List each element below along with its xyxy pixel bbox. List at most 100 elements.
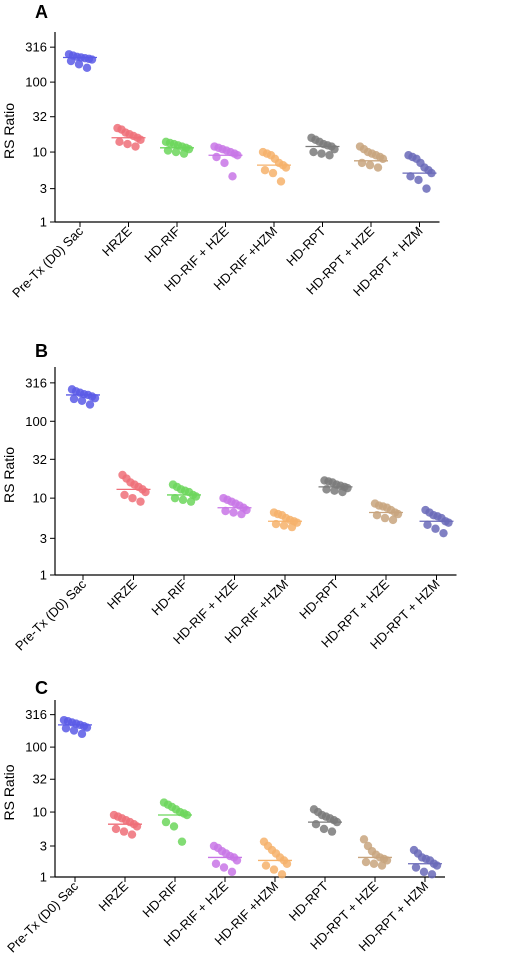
- y-tick-label: 100: [25, 740, 47, 755]
- data-point: [432, 861, 442, 870]
- y-tick-label: 32: [33, 772, 47, 787]
- x-tick-label: HD-RPT: [296, 576, 341, 621]
- data-point: [219, 863, 229, 872]
- data-point: [178, 495, 188, 505]
- data-point: [233, 151, 242, 160]
- data-point: [161, 817, 171, 827]
- data-point: [427, 870, 437, 879]
- data-point: [268, 168, 278, 178]
- data-point: [406, 172, 415, 181]
- y-axis-label: RS Ratio: [1, 447, 17, 503]
- panel-c: C 1 3 10 32 100 316 RS Ratio Pre-Tx (D0) Sac HRZE…: [1, 678, 445, 956]
- data-point: [444, 518, 453, 527]
- data-point: [414, 175, 423, 185]
- y-tick-label: 10: [33, 805, 47, 820]
- data-point: [269, 865, 279, 874]
- data-point: [77, 729, 87, 739]
- x-tick-label: HD-RIF: [139, 878, 181, 920]
- x-tick-label: HRZE: [99, 223, 135, 259]
- data-point: [317, 149, 326, 158]
- data-point: [212, 152, 221, 162]
- data-point: [393, 509, 403, 519]
- panel-letter: A: [35, 2, 48, 22]
- x-tick-label: HD-RIF: [148, 576, 190, 618]
- data-point: [322, 485, 331, 494]
- data-point: [325, 151, 334, 160]
- data-point: [309, 147, 318, 157]
- panel-letter: B: [35, 341, 48, 361]
- y-tick-label: 316: [25, 707, 47, 722]
- data-point: [141, 487, 150, 497]
- data-point: [382, 856, 392, 865]
- data-point: [319, 824, 329, 834]
- data-point: [330, 486, 339, 495]
- y-tick-label: 3: [40, 839, 47, 854]
- y-axis-label: RS Ratio: [1, 764, 17, 820]
- y-tick-label: 316: [25, 375, 47, 390]
- data-point: [237, 509, 246, 519]
- data-point: [119, 827, 129, 836]
- data-point: [221, 506, 230, 516]
- data-point: [211, 859, 221, 868]
- y-tick-label: 10: [33, 145, 47, 160]
- data-point: [232, 856, 242, 865]
- data-point: [271, 519, 281, 529]
- x-tick-label: HRZE: [104, 576, 140, 612]
- y-tick-label: 1: [40, 568, 47, 583]
- data-point: [82, 63, 92, 73]
- data-point: [365, 160, 375, 170]
- data-point: [228, 172, 237, 181]
- y-tick-label: 100: [25, 414, 47, 429]
- data-point: [177, 837, 187, 846]
- panel-b: B 1 3 10 32 100 316 RS Ratio Pre-Tx (D0) Sac HRZE…: [1, 341, 457, 654]
- data-point: [439, 528, 448, 538]
- data-point: [182, 810, 192, 820]
- data-point: [191, 492, 201, 501]
- data-point: [281, 163, 291, 172]
- data-point: [61, 724, 71, 733]
- data-point: [311, 820, 321, 829]
- data-point: [388, 515, 398, 525]
- data-point: [136, 497, 145, 506]
- data-point: [123, 139, 132, 149]
- data-point: [327, 827, 337, 836]
- data-point: [359, 835, 369, 844]
- y-tick-label: 3: [40, 531, 47, 546]
- y-tick-label: 10: [33, 491, 47, 506]
- data-point: [380, 513, 390, 523]
- data-point: [120, 490, 129, 500]
- data-point: [372, 510, 382, 520]
- data-point: [276, 177, 286, 186]
- data-point: [186, 497, 196, 506]
- data-point: [411, 863, 421, 872]
- data-point: [132, 822, 142, 831]
- x-tick-label: HD-RPT: [286, 878, 331, 923]
- data-point: [74, 60, 84, 69]
- data-point: [170, 493, 180, 503]
- data-point: [127, 830, 137, 839]
- y-tick-label: 32: [33, 452, 47, 467]
- data-point: [169, 822, 179, 831]
- data-point: [378, 154, 388, 164]
- data-point: [422, 184, 431, 193]
- data-point: [361, 857, 371, 867]
- data-point: [227, 867, 237, 877]
- x-tick-label: Pre-Tx (D0) Sac: [12, 576, 89, 653]
- data-point: [66, 56, 76, 66]
- data-point: [261, 861, 271, 870]
- data-point: [277, 870, 287, 879]
- y-axis-label: RS Ratio: [1, 103, 17, 159]
- data-point: [287, 522, 297, 532]
- data-point: [220, 158, 229, 168]
- data-point: [423, 520, 432, 529]
- y-tick-label: 100: [25, 75, 47, 90]
- data-point: [357, 158, 367, 168]
- data-point: [427, 168, 436, 178]
- data-point: [87, 55, 97, 64]
- data-point: [171, 147, 181, 157]
- data-point: [77, 396, 87, 405]
- data-point: [419, 867, 429, 877]
- data-point: [431, 524, 440, 533]
